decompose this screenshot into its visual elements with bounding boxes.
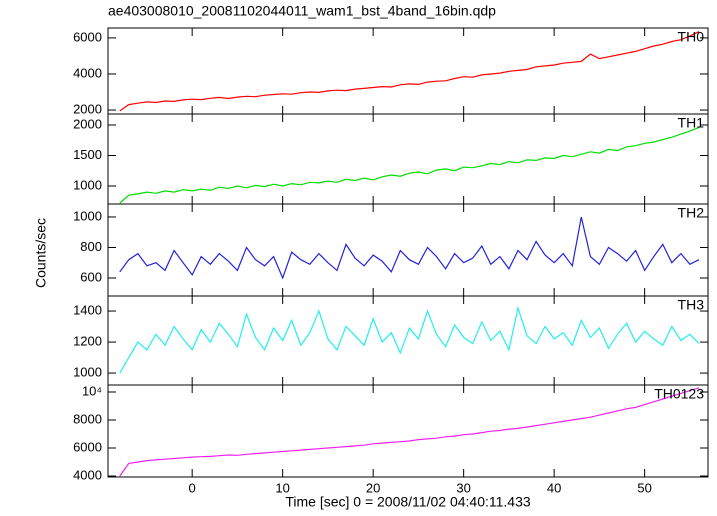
panel-frame xyxy=(107,27,709,115)
x-tick-label: 10 xyxy=(275,480,289,495)
x-tick-label: 0 xyxy=(189,480,196,495)
panel-label: TH2 xyxy=(678,205,705,221)
y-tick-label: 1400 xyxy=(73,302,102,317)
panel-frame xyxy=(107,295,709,386)
data-line xyxy=(119,126,700,204)
data-line xyxy=(119,216,700,280)
y-tick-label: 1000 xyxy=(73,177,102,192)
y-tick-label: 10⁴ xyxy=(82,383,102,398)
panel-label: TH3 xyxy=(678,297,705,313)
data-line xyxy=(119,387,700,477)
y-tick-label: 6000 xyxy=(73,439,102,454)
y-tick-label: 1500 xyxy=(73,147,102,162)
y-tick-label: 1000 xyxy=(73,364,102,379)
y-tick-label: 2000 xyxy=(73,116,102,131)
panel-label: TH0 xyxy=(678,29,705,45)
y-tick-label: 4000 xyxy=(73,467,102,482)
y-tick-label: 6000 xyxy=(73,29,102,44)
y-tick-label: 1200 xyxy=(73,333,102,348)
data-line xyxy=(119,305,700,374)
x-tick-label: 20 xyxy=(366,480,380,495)
x-tick-label: 40 xyxy=(547,480,561,495)
y-tick-label: 1000 xyxy=(73,208,102,223)
y-tick-label: 600 xyxy=(80,269,102,284)
y-tick-label: 2000 xyxy=(73,101,102,116)
panel-label: TH1 xyxy=(678,115,705,131)
panel-frame xyxy=(107,203,709,297)
y-tick-label: 4000 xyxy=(73,65,102,80)
panel-frame xyxy=(107,384,709,478)
x-tick-label: 50 xyxy=(637,480,651,495)
panel-frame xyxy=(107,113,709,205)
panel-label: TH0123 xyxy=(654,386,704,402)
data-line xyxy=(119,31,700,112)
y-axis-label: Counts/sec xyxy=(33,218,49,288)
y-tick-label: 8000 xyxy=(73,411,102,426)
x-tick-label: 30 xyxy=(456,480,470,495)
y-tick-label: 800 xyxy=(80,239,102,254)
chart-title: ae403008010_20081102044011_wam1_bst_4ban… xyxy=(108,3,496,19)
x-axis-label: Time [sec] 0 = 2008/11/02 04:40:11.433 xyxy=(285,494,531,510)
